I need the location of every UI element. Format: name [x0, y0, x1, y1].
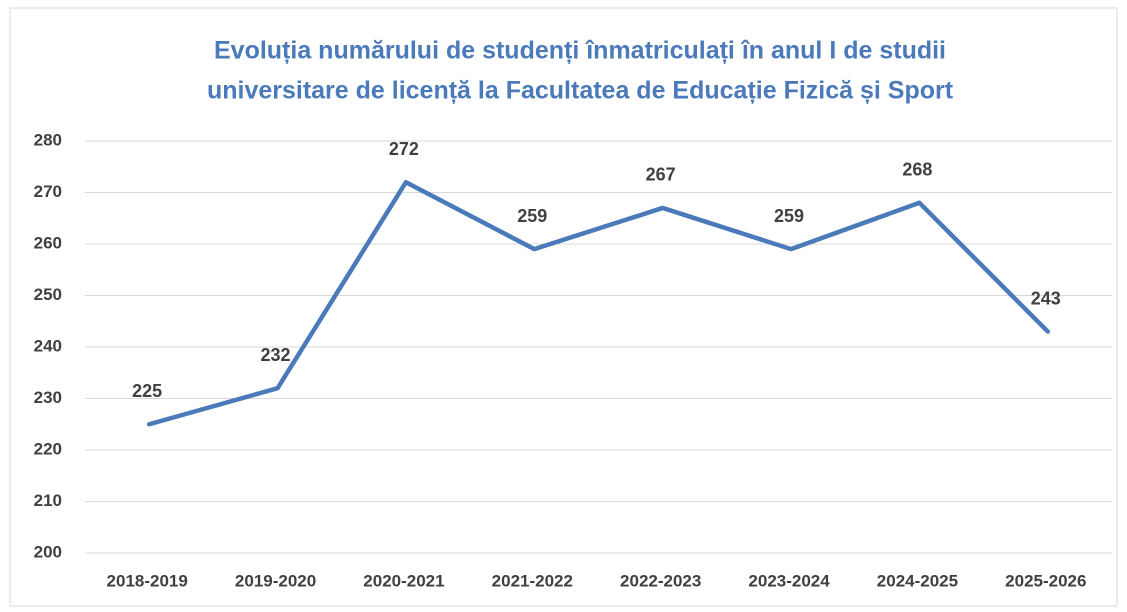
y-tick-label: 200 [34, 542, 62, 561]
y-tick-label: 280 [34, 130, 62, 149]
data-label: 272 [389, 139, 419, 159]
data-line [146, 179, 1051, 427]
x-tick-label: 2024-2025 [877, 571, 958, 590]
x-tick-label: 2020-2021 [363, 571, 444, 590]
chart-title: universitare de licență la Facultatea de… [207, 77, 954, 105]
x-tick-label: 2019-2020 [235, 571, 316, 590]
chart-title: Evoluția numărului de studenți înmatricu… [214, 37, 946, 65]
x-tick-label: 2025-2026 [1005, 571, 1086, 590]
chart-frame [9, 7, 1118, 607]
data-label: 268 [902, 160, 932, 180]
data-label: 259 [774, 206, 804, 226]
data-label: 232 [261, 345, 291, 365]
y-tick-label: 270 [34, 182, 62, 201]
y-tick-label: 210 [34, 491, 62, 510]
y-tick-label: 240 [34, 336, 62, 355]
y-tick-label: 230 [34, 388, 62, 407]
data-label: 243 [1031, 288, 1061, 308]
x-tick-label: 2021-2022 [492, 571, 573, 590]
y-tick-label: 220 [34, 439, 62, 458]
x-tick-label: 2018-2019 [107, 571, 188, 590]
data-label: 225 [132, 381, 162, 401]
x-tick-label: 2022-2023 [620, 571, 701, 590]
data-label: 267 [646, 165, 676, 185]
y-tick-label: 260 [34, 233, 62, 252]
y-tick-label: 250 [34, 285, 62, 304]
x-tick-label: 2023-2024 [748, 571, 830, 590]
data-label: 259 [517, 206, 547, 226]
